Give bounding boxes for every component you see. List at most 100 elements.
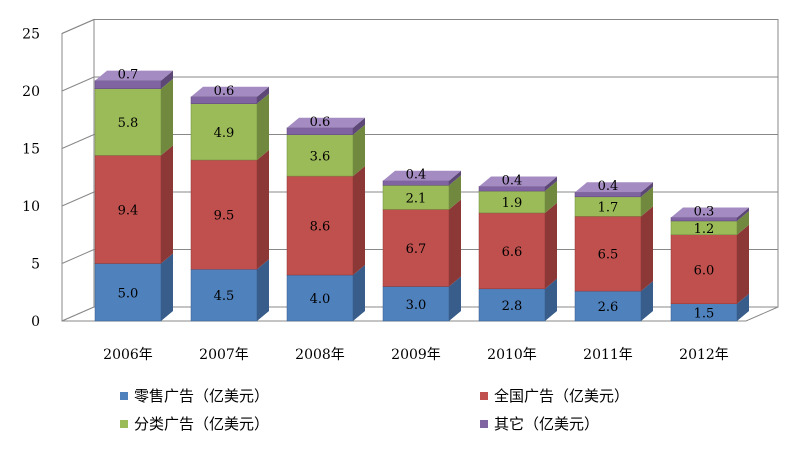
bar-segment	[574, 216, 642, 292]
bar-segment-side	[257, 93, 269, 160]
legend-label-national: 全国广告（亿美元）	[494, 387, 630, 405]
bar-segment-side	[545, 202, 557, 289]
x-category-label: 2011年	[583, 347, 633, 363]
x-category-label: 2010年	[487, 347, 537, 363]
gridline-side	[61, 19, 95, 34]
bar-segment-side	[257, 86, 269, 104]
data-label: 0.4	[598, 179, 619, 194]
legend-item-national: 全国广告（亿美元）	[480, 385, 629, 406]
bar-segment-side	[257, 150, 269, 270]
data-label: 5.0	[118, 286, 139, 301]
bar-segment	[94, 155, 162, 264]
x-category-label: 2009年	[391, 347, 441, 363]
y-tick-label: 15	[22, 142, 40, 158]
bar-segment-side	[737, 207, 749, 221]
data-label: 9.5	[214, 209, 235, 224]
x-axis-categories: 2006年 2007年 2008年 2009年 2010年 2011年 2012年	[103, 347, 729, 363]
y-tick-label: 25	[22, 27, 40, 43]
bar-segment-side	[737, 224, 749, 304]
data-label: 1.7	[598, 201, 619, 216]
bar-segment-side	[353, 124, 365, 177]
bar-segment-side	[353, 166, 365, 275]
bar-segment-side	[449, 175, 461, 210]
data-label: 9.4	[118, 203, 139, 218]
legend-label-other: 其它（亿美元）	[494, 415, 600, 433]
data-label: 3.6	[310, 149, 331, 164]
legend: 零售广告（亿美元） 全国广告（亿美元） 分类广告（亿美元） 其它（亿美元）	[0, 378, 791, 448]
bar-segment-side	[641, 206, 653, 292]
bar-top	[479, 176, 557, 187]
legend-item-classified: 分类广告（亿美元）	[120, 413, 269, 434]
gridline-side	[61, 134, 95, 149]
legend-swatch-retail	[120, 391, 128, 400]
x-category-label: 2006年	[103, 347, 153, 363]
bar-segment-side	[737, 293, 749, 321]
bar-segment	[94, 88, 162, 156]
bar-segment-side	[545, 278, 557, 321]
bar-segment	[190, 159, 258, 270]
data-label: 2.8	[502, 299, 523, 314]
bar-top	[95, 70, 173, 81]
bar-segment-side	[353, 117, 365, 135]
bar-segment-side	[545, 176, 557, 192]
legend-label-retail: 零售广告（亿美元）	[134, 387, 270, 405]
data-label: 8.6	[310, 220, 331, 235]
gridline-side	[61, 76, 95, 92]
bar-segment	[574, 290, 642, 322]
bar-segment-side	[641, 281, 653, 321]
data-label: 0.3	[694, 205, 715, 220]
data-label: 4.5	[214, 289, 235, 304]
bar-segment	[286, 175, 354, 276]
bar-segment-side	[257, 259, 269, 321]
gridline-side	[61, 191, 95, 207]
legend-item-retail: 零售广告（亿美元）	[120, 385, 269, 406]
data-label: 1.5	[694, 306, 715, 321]
bar-segment	[670, 234, 738, 304]
y-tick-label: 20	[22, 84, 40, 100]
bar-segment-side	[161, 70, 173, 89]
y-axis-ticks: 0 5 10 15 20 25	[22, 27, 40, 331]
bar-segment-side	[449, 276, 461, 321]
bar-top	[575, 182, 653, 193]
y-tick-label: 0	[31, 314, 40, 330]
legend-swatch-classified	[120, 419, 128, 428]
x-category-label: 2008年	[295, 347, 345, 363]
bar-segment	[382, 185, 450, 210]
data-label: 0.7	[118, 68, 139, 83]
left-wall	[61, 18, 95, 322]
bar-top	[671, 207, 749, 218]
bar-top	[383, 170, 461, 181]
bar-segment	[190, 103, 258, 161]
legend-label-classified: 分类广告（亿美元）	[134, 415, 270, 433]
data-label: 0.4	[406, 168, 427, 183]
bar-segment-side	[449, 199, 461, 287]
bar-segment-side	[641, 186, 653, 217]
bar-segment-side	[737, 210, 749, 235]
bar-segment-side	[353, 265, 365, 321]
bar-segment	[190, 269, 258, 322]
data-label: 0.6	[214, 84, 235, 99]
bar-segment-side	[641, 182, 653, 197]
data-label: 4.0	[310, 292, 331, 307]
data-label: 6.7	[406, 242, 427, 257]
stacked-bar-chart: 5.0 9.4 5.8 0.7 4.5 9.5 4.9 0.6 4.0 8.6 3.6 0.6 3.0 6…	[22, 18, 779, 363]
data-label: 4.9	[214, 126, 235, 141]
bars	[94, 70, 749, 322]
data-label: 2.6	[598, 300, 619, 315]
bar-segment-side	[161, 145, 173, 264]
data-labels: 5.0 9.4 5.8 0.7 4.5 9.5 4.9 0.6 4.0 8.6 3.6 0.6 3.0 6…	[118, 68, 715, 322]
data-label: 1.2	[694, 222, 715, 237]
legend-swatch-other	[480, 419, 488, 428]
bar-segment-side	[545, 181, 557, 213]
data-label: 6.0	[694, 263, 715, 278]
legend-swatch-national	[480, 391, 488, 400]
bar-segment	[382, 209, 450, 287]
data-label: 2.1	[406, 191, 427, 206]
gridline-side	[61, 249, 95, 264]
bar-segment	[94, 263, 162, 322]
data-label: 6.5	[598, 248, 619, 263]
bar-segment-side	[161, 253, 173, 321]
data-label: 0.6	[310, 115, 331, 130]
y-tick-label: 5	[31, 257, 40, 273]
bar-top	[191, 86, 269, 97]
